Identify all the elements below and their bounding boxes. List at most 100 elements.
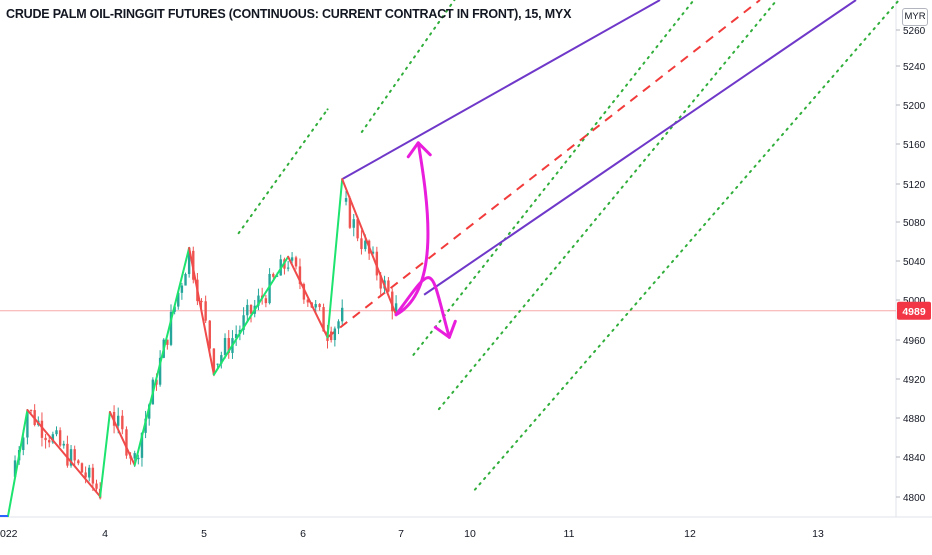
candle-body xyxy=(13,460,17,477)
candle-body xyxy=(26,412,29,438)
candle-body xyxy=(133,453,136,459)
zigzag-segment xyxy=(188,246,215,376)
candle-body xyxy=(341,307,344,322)
price-tick-label: 5000 xyxy=(903,296,926,307)
candle-body xyxy=(306,299,310,303)
candle-body xyxy=(69,449,73,466)
candle-body xyxy=(272,273,275,277)
parallel-line-lower xyxy=(412,0,696,356)
zigzag-segment xyxy=(212,255,290,376)
candle-body xyxy=(117,415,120,426)
candle-body xyxy=(40,420,44,438)
candle-body xyxy=(140,432,144,458)
candle-body xyxy=(234,333,238,339)
candle-body xyxy=(246,304,249,316)
projection-arrowhead-up xyxy=(406,141,432,159)
price-tick-label: 5120 xyxy=(903,180,926,191)
last-price-label: 4989 xyxy=(902,306,926,318)
price-tick-label: 5160 xyxy=(903,140,926,151)
currency-button[interactable]: MYR xyxy=(902,8,928,26)
candle-body xyxy=(184,274,187,286)
candle-body xyxy=(208,320,211,349)
price-tick-label: 5200 xyxy=(903,101,926,112)
parallel-line-lower-3 xyxy=(473,0,901,491)
candle-body xyxy=(249,304,253,314)
price-tick-label: 5240 xyxy=(903,62,926,73)
chart-title: CRUDE PALM OIL-RINGGIT FUTURES (CONTINUO… xyxy=(6,7,572,21)
candle-body xyxy=(223,338,227,356)
time-tick-label: 12 xyxy=(684,528,696,540)
zigzag-segment xyxy=(287,255,329,339)
candle-body xyxy=(144,418,147,433)
candle-body xyxy=(394,303,398,312)
candle-body xyxy=(55,430,58,435)
candle-body xyxy=(220,355,223,364)
time-tick-label: 5 xyxy=(201,528,207,540)
price-tick-label: 4960 xyxy=(903,336,926,347)
candle-body xyxy=(125,429,128,456)
candle-body xyxy=(264,298,268,304)
candle-body xyxy=(148,404,151,419)
pitchfork-upper-line xyxy=(341,0,661,181)
time-tick-label: 13 xyxy=(812,528,824,540)
last-price-tag xyxy=(897,301,931,320)
candle-body xyxy=(73,449,76,461)
candle-body xyxy=(333,328,337,341)
zigzag-segment xyxy=(341,178,398,316)
candle-body xyxy=(391,291,394,312)
parallel-line-upper-far xyxy=(237,108,329,235)
time-tick-label: 11 xyxy=(564,528,575,540)
candle-body xyxy=(294,257,298,267)
zigzag-segment xyxy=(99,411,111,498)
candle-body xyxy=(322,307,325,332)
candle-body xyxy=(286,267,290,269)
price-tick-label: 5260 xyxy=(903,26,926,37)
candle-body xyxy=(348,198,352,228)
pitchfork-median-line xyxy=(326,0,761,339)
zigzag-segment xyxy=(326,178,344,339)
price-tick-label: 4880 xyxy=(903,414,926,425)
candle-body xyxy=(227,338,230,353)
price-tick-label: 4920 xyxy=(903,375,926,386)
candle-body xyxy=(158,357,162,385)
candle-body xyxy=(80,463,84,473)
candle-body xyxy=(121,415,124,430)
candle-body xyxy=(66,443,69,466)
candle-body xyxy=(169,311,173,345)
projection-arrow-up xyxy=(394,141,430,317)
candle-body xyxy=(44,437,47,441)
candle-body xyxy=(187,247,191,275)
candle-body xyxy=(375,251,379,276)
price-tick-label: 4800 xyxy=(903,493,926,504)
candle-body xyxy=(48,440,51,443)
candle-body xyxy=(204,301,207,321)
candle-body xyxy=(242,315,245,330)
time-tick-label: 4 xyxy=(102,528,108,540)
candle-body xyxy=(180,285,184,293)
candle-body xyxy=(314,304,317,308)
zigzag-segment xyxy=(133,246,191,467)
parallel-line-lower-2 xyxy=(437,0,779,411)
candle-body xyxy=(290,257,294,261)
candle-body xyxy=(371,251,375,254)
candle-body xyxy=(257,295,260,306)
time-tick-label: 10 xyxy=(464,528,476,540)
candle-body xyxy=(212,348,216,375)
candle-body xyxy=(387,280,390,292)
candle-body xyxy=(318,304,321,308)
candle-body xyxy=(166,339,169,345)
candle-body xyxy=(51,434,55,443)
price-tick-label: 5040 xyxy=(903,257,926,268)
candle-body xyxy=(364,240,367,250)
candle-body xyxy=(329,331,333,341)
candle-body xyxy=(84,472,87,478)
candle-body xyxy=(344,198,348,202)
candle-body xyxy=(360,238,363,250)
candle-body xyxy=(88,467,91,478)
time-tick-label: 7 xyxy=(398,528,404,540)
candle-body xyxy=(352,219,355,228)
candle-body xyxy=(302,284,306,300)
candle-body xyxy=(58,430,62,446)
